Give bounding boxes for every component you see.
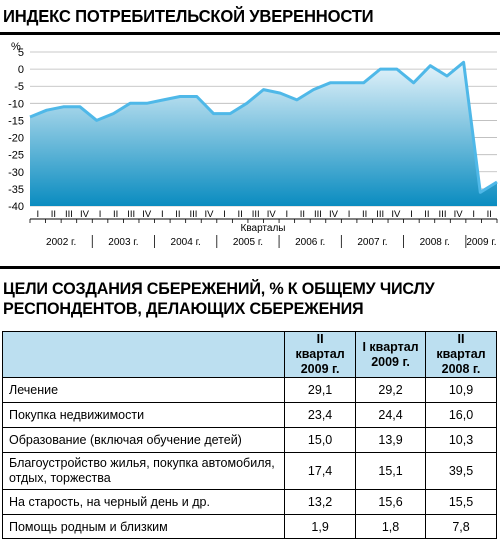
x-tick-label: II <box>51 209 56 220</box>
x-tick-label: III <box>376 209 384 220</box>
x-tick-label: I <box>348 209 351 220</box>
header-col-2: I квартал 2009 г. <box>355 331 427 378</box>
x-tick-label: II <box>238 209 243 220</box>
consumer-confidence-chart: 50-5-10-15-20-25-30-35-40 I II III IV I II III… <box>8 41 498 248</box>
y-tick-label: 0 <box>18 64 24 76</box>
y-axis-label: % <box>11 41 21 53</box>
title-rule-top <box>0 32 500 35</box>
x-tick-label: I <box>36 209 39 220</box>
x-tick-label: II <box>424 209 429 220</box>
y-axis: 5 0 -5 -10 -15 -20 -25 -30 -35 -40 <box>8 47 24 213</box>
y-tick-label: -5 <box>14 81 24 93</box>
x-tick-label: IV <box>329 209 339 220</box>
header-col-1: II квартал 2009 г. <box>284 331 357 378</box>
table-row: Образование (включая обучение детей) 15,… <box>1 427 497 453</box>
cell-value: 1,9 <box>284 514 357 539</box>
year-label: 2004 г. <box>171 237 201 248</box>
x-tick-label: I <box>410 209 413 220</box>
cell-value: 13,2 <box>284 489 357 515</box>
row-label: Благоустройство жилья, покупка автомобил… <box>1 452 286 490</box>
y-tick-label: -10 <box>8 98 24 110</box>
row-label: На старость, на черный день и др. <box>1 489 286 515</box>
cell-value: 7,8 <box>425 514 497 539</box>
table-title: ЦЕЛИ СОЗДАНИЯ СБЕРЕЖЕНИЙ, % К ОБЩЕМУ ЧИС… <box>3 279 472 319</box>
y-tick-label: -20 <box>8 133 24 145</box>
row-label: Покупка недвижимости <box>1 402 286 428</box>
cell-value: 10,3 <box>425 427 497 453</box>
x-tick-label: III <box>314 209 322 220</box>
series-line <box>29 60 498 194</box>
y-tick-label: -35 <box>8 184 24 196</box>
x-tick-label: I <box>472 209 475 220</box>
cell-value: 39,5 <box>425 452 497 490</box>
cell-value: 15,5 <box>425 489 497 515</box>
year-label: 2005 г. <box>233 237 263 248</box>
y-tick-label: -40 <box>8 201 24 213</box>
chart-title: ИНДЕКС ПОТРЕБИТЕЛЬСКОЙ УВЕРЕННОСТИ <box>3 6 374 26</box>
table-row: Помощь родным и близким 1,9 1,8 7,8 <box>1 514 497 539</box>
cell-value: 17,4 <box>284 452 357 490</box>
x-tick-label: II <box>175 209 180 220</box>
x-tick-label: IV <box>391 209 401 220</box>
table-row: Покупка недвижимости 23,4 24,4 16,0 <box>1 402 497 428</box>
header-col-3: II квартал 2008 г. <box>425 331 497 378</box>
year-label: 2006 г. <box>295 237 325 248</box>
x-tick-label: III <box>65 209 73 220</box>
cell-value: 23,4 <box>284 402 357 428</box>
year-label: 2003 г. <box>108 237 138 248</box>
year-label: 2002 г. <box>46 237 76 248</box>
cell-value: 29,1 <box>284 377 357 403</box>
y-tick-label: -30 <box>8 167 24 179</box>
x-tick-label: I <box>286 209 289 220</box>
y-tick-label: -15 <box>8 115 24 127</box>
x-tick-label: III <box>189 209 197 220</box>
cell-value: 13,9 <box>355 427 427 453</box>
row-label: Помощь родным и близким <box>1 514 286 539</box>
cell-value: 1,8 <box>355 514 427 539</box>
cell-value: 15,0 <box>284 427 357 453</box>
x-tick-label: IV <box>454 209 464 220</box>
x-tick-label: II <box>113 209 118 220</box>
table-header-row: II квартал 2009 г. I квартал 2009 г. II кв… <box>1 331 497 378</box>
year-label: 2008 г. <box>420 237 450 248</box>
x-tick-label: IV <box>142 209 152 220</box>
table-title-line1: ЦЕЛИ СОЗДАНИЯ СБЕРЕЖЕНИЙ, % К ОБЩЕМУ ЧИС… <box>3 279 435 298</box>
cell-value: 24,4 <box>355 402 427 428</box>
header-empty <box>1 331 286 378</box>
row-label: Образование (включая обучение детей) <box>1 427 286 453</box>
x-tick-label: II <box>487 209 492 220</box>
area-fill <box>30 62 497 206</box>
x-tick-label: III <box>439 209 447 220</box>
x-tick-label: I <box>99 209 102 220</box>
y-tick-label: 5 <box>18 47 24 59</box>
cell-value: 16,0 <box>425 402 497 428</box>
cell-value: 15,6 <box>355 489 427 515</box>
table-row: На старость, на черный день и др. 13,2 1… <box>1 489 497 515</box>
x-axis: I II III IV I II III IV I II III IV I II III IV I II III IV… <box>29 209 498 248</box>
x-tick-label: II <box>362 209 367 220</box>
table-row: Благоустройство жилья, покупка автомобил… <box>1 452 497 490</box>
savings-table: II квартал 2009 г. I квартал 2009 г. II кв… <box>1 331 497 539</box>
x-tick-label: IV <box>267 209 277 220</box>
x-tick-label: II <box>300 209 305 220</box>
x-tick-label: I <box>223 209 226 220</box>
row-label: Лечение <box>1 377 286 403</box>
year-label: 2009 г. <box>466 237 496 248</box>
x-tick-label: IV <box>80 209 90 220</box>
cell-value: 10,9 <box>425 377 497 403</box>
year-label: 2007 г. <box>357 237 387 248</box>
x-tick-label: III <box>252 209 260 220</box>
x-tick-label: I <box>161 209 164 220</box>
cell-value: 15,1 <box>355 452 427 490</box>
x-tick-label: IV <box>205 209 215 220</box>
cell-value: 29,2 <box>355 377 427 403</box>
y-tick-label: -25 <box>8 150 24 162</box>
table-title-line2: РЕСПОНДЕНТОВ, ДЕЛАЮЩИХ СБЕРЕЖЕНИЯ <box>3 299 364 318</box>
x-axis-label: Кварталы <box>241 223 286 234</box>
table-row: Лечение 29,1 29,2 10,9 <box>1 377 497 403</box>
x-tick-label: III <box>127 209 135 220</box>
section-rule <box>0 266 500 269</box>
